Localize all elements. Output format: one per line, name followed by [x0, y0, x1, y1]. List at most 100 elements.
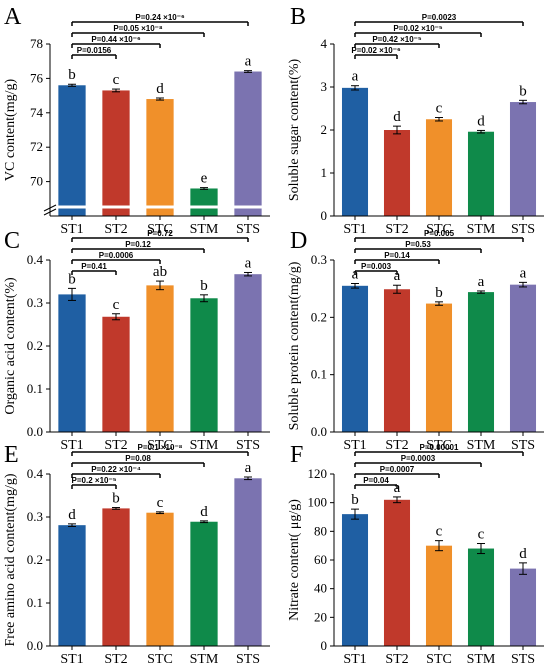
panel-b: Ba d c d b 0 1 2 3 4 ST1 ST2 STC STM STS Soluble sugar …: [287, 4, 544, 237]
p-value-label: P=0.42 ×10⁻⁵: [372, 35, 422, 44]
x-tick-label: STM: [190, 438, 219, 453]
bar-stc: [146, 512, 174, 646]
panel-a: Ab c d e a 70 72 74 76 78 ST1 ST2 STC STM STS VC conten…: [3, 4, 270, 237]
significance-letter: d: [200, 504, 208, 520]
y-tick-label: 1: [321, 165, 328, 180]
y-tick-label: 0.2: [27, 338, 43, 353]
bar-stm: [467, 548, 495, 646]
panel-d: Daabaa0.00.10.20.3ST1ST2STCSTMSTSSoluble…: [287, 228, 544, 453]
p-value-label: P=0.0003: [401, 454, 436, 463]
y-tick-label: 4: [321, 36, 328, 51]
y-tick-label: 0.0: [27, 638, 43, 653]
significance-letter: d: [68, 507, 76, 523]
x-tick-label: STS: [511, 438, 535, 453]
y-axis-label: Free amino acid content(mg/g): [3, 473, 18, 646]
p-value-label: P=0.05 ×10⁻⁸: [113, 24, 163, 33]
significance-letter: c: [436, 101, 443, 117]
y-tick-label: 0.4: [27, 252, 44, 267]
y-axis-label: Nitrate content( μg/g): [287, 499, 302, 621]
x-tick-label: ST2: [104, 652, 127, 667]
p-value-label: P=0.02 ×10⁻⁵: [393, 24, 443, 33]
p-value-label: P=0.12: [125, 240, 151, 249]
significance-letter: a: [394, 268, 401, 284]
y-tick-label: 0.0: [27, 424, 43, 439]
y-tick-label: 0.3: [27, 509, 43, 524]
bar-sts: [509, 568, 537, 646]
y-tick-label: 2: [321, 122, 328, 137]
bar-stm: [190, 188, 218, 216]
significance-letter: b: [68, 67, 76, 83]
panel-letter: A: [4, 4, 22, 30]
x-tick-label: STC: [426, 222, 452, 237]
significance-letter: e: [201, 171, 208, 187]
y-tick-label: 3: [321, 79, 328, 94]
x-tick-label: STM: [190, 222, 219, 237]
p-value-label: P=0.44 ×10⁻⁶: [91, 35, 141, 44]
significance-letter: c: [113, 297, 120, 313]
significance-letter: b: [68, 271, 76, 287]
x-tick-label: STC: [147, 652, 173, 667]
panel-f: Fbaccd020406080100120ST1ST2STCSTMSTSNitr…: [287, 442, 544, 667]
y-axis-label: Organic acid content(%): [3, 277, 18, 415]
y-tick-label: 60: [314, 552, 327, 567]
y-tick-label: 78: [30, 36, 43, 51]
bar-st2: [102, 90, 130, 216]
bar-st2: [102, 316, 130, 432]
bar-st1: [58, 85, 86, 216]
bar-sts: [234, 71, 262, 217]
significance-letter: c: [157, 495, 164, 511]
bar-st1: [341, 285, 369, 432]
x-tick-label: STS: [236, 222, 260, 237]
p-value-label: P=0.0156: [77, 46, 112, 55]
bar-st1: [341, 514, 369, 646]
x-tick-label: STC: [426, 438, 452, 453]
bar-st2: [102, 508, 130, 646]
significance-letter: a: [245, 460, 252, 476]
y-tick-label: 20: [314, 609, 327, 624]
p-value-label: P=0.005: [424, 229, 455, 238]
y-tick-label: 0.1: [311, 367, 327, 382]
p-value-label: P=0.53: [405, 240, 431, 249]
x-tick-label: STC: [426, 652, 452, 667]
p-value-label: P=0.00001: [420, 443, 459, 452]
bar-stc: [146, 285, 174, 432]
p-value-label: P=0.02 ×10⁻⁶: [351, 46, 401, 55]
y-tick-label: 0.0: [311, 424, 327, 439]
significance-letter: ab: [153, 264, 167, 280]
significance-letter: a: [245, 54, 252, 70]
p-value-label: P=0.003: [361, 262, 392, 271]
p-value-label: P=0.0006: [99, 251, 134, 260]
p-value-label: P=0.72: [147, 229, 173, 238]
p-value-label: P=0.14: [384, 251, 410, 260]
bar-stm: [190, 298, 218, 432]
x-tick-label: STS: [236, 652, 260, 667]
y-tick-label: 0: [321, 638, 328, 653]
y-axis-label: VC content(mg/g): [3, 79, 18, 182]
significance-letter: b: [112, 491, 120, 507]
p-value-label: P=0.0007: [380, 465, 415, 474]
y-tick-label: 0.2: [311, 309, 327, 324]
y-axis-label: Soluble sugar content(%): [287, 59, 302, 202]
panel-letter: E: [4, 442, 19, 468]
significance-letter: b: [351, 492, 359, 508]
significance-letter: c: [113, 72, 120, 88]
significance-letter: c: [436, 524, 443, 540]
x-tick-label: STS: [511, 222, 535, 237]
x-tick-label: STM: [467, 222, 496, 237]
x-tick-label: STM: [467, 438, 496, 453]
significance-letter: c: [478, 527, 485, 543]
bar-stc: [425, 303, 453, 432]
x-tick-label: STM: [467, 652, 496, 667]
p-value-label: P=0.2 ×10⁻⁵: [72, 476, 117, 485]
significance-letter: d: [477, 113, 485, 129]
bar-st1: [58, 525, 86, 646]
panel-e: Ed b c d a 0.0 0.1 0.2 0.3 0.4 ST1 ST2 STC STM STS Free…: [3, 442, 270, 667]
y-tick-label: 76: [30, 70, 44, 85]
y-tick-label: 0.1: [27, 595, 43, 610]
x-tick-label: STM: [190, 652, 219, 667]
bar-st2: [383, 289, 411, 432]
bar-sts: [509, 102, 537, 216]
bar-stc: [425, 545, 453, 646]
y-tick-label: 0.1: [27, 381, 43, 396]
panel-letter: D: [290, 228, 307, 254]
